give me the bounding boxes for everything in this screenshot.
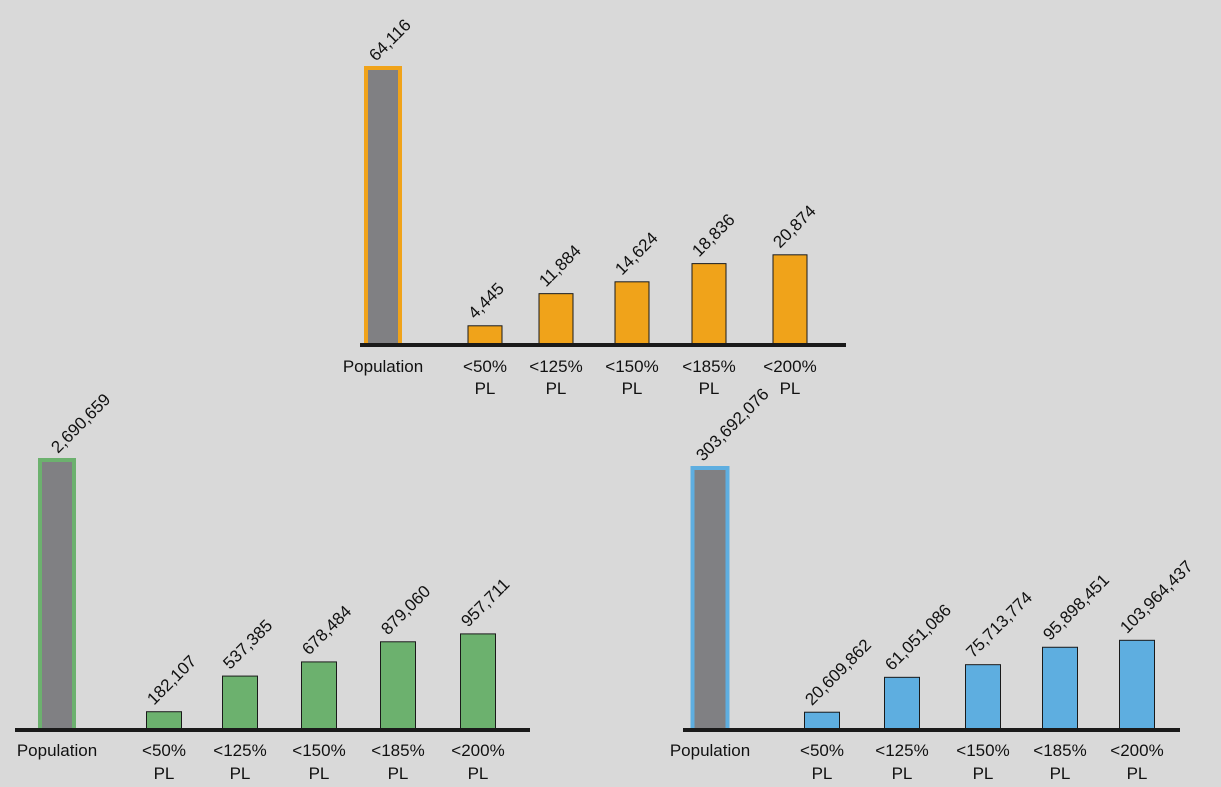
green-chart-data-label-2: 537,385 bbox=[219, 616, 276, 673]
blue-chart-bar-4 bbox=[1042, 646, 1078, 731]
green-chart-category-label-2-line2: PL bbox=[230, 764, 251, 783]
green-chart-category-label-3: <150% bbox=[292, 741, 345, 760]
blue-chart-data-label-4: 95,898,451 bbox=[1039, 570, 1113, 644]
green-chart-category-label-1-line2: PL bbox=[154, 764, 175, 783]
green-chart-category-label-5-line2: PL bbox=[468, 764, 489, 783]
orange-chart-data-label-0: 64,116 bbox=[365, 16, 414, 65]
green-chart-category-label-3-line2: PL bbox=[309, 764, 330, 783]
blue-chart-bar-2 bbox=[884, 676, 920, 731]
orange-chart-category-label-3-line2: PL bbox=[622, 379, 643, 398]
green-chart-bar-3 bbox=[301, 661, 337, 731]
blue-chart-category-label-0: Population bbox=[670, 741, 750, 760]
orange-chart-population-bar bbox=[364, 66, 402, 347]
green-chart-population-bar bbox=[38, 458, 76, 732]
green-chart-data-label-1: 182,107 bbox=[143, 652, 200, 709]
green-chart-category-label-4-line2: PL bbox=[388, 764, 409, 783]
orange-chart-bar-3 bbox=[614, 281, 650, 346]
blue-chart-category-label-4-line2: PL bbox=[1050, 764, 1071, 783]
blue-chart-data-label-5: 103,964,437 bbox=[1116, 557, 1196, 637]
blue-chart-category-label-1-line2: PL bbox=[812, 764, 833, 783]
green-chart-bar-1 bbox=[146, 711, 182, 731]
orange-chart-category-label-3: <150% bbox=[605, 357, 658, 376]
green-chart-bar-5 bbox=[460, 633, 496, 731]
orange-chart-category-label-2-line2: PL bbox=[546, 379, 567, 398]
green-chart-category-label-2: <125% bbox=[213, 741, 266, 760]
orange-chart-category-label-5-line2: PL bbox=[780, 379, 801, 398]
blue-chart-category-label-3: <150% bbox=[956, 741, 1009, 760]
green-chart-category-label-5: <200% bbox=[451, 741, 504, 760]
orange-chart-bar-5 bbox=[772, 254, 808, 346]
green-chart-data-label-0: 2,690,659 bbox=[47, 390, 114, 457]
green-chart-data-label-3: 678,484 bbox=[298, 602, 355, 659]
orange-chart-category-label-1-line2: PL bbox=[475, 379, 496, 398]
orange-chart-category-label-0: Population bbox=[343, 357, 423, 376]
blue-chart-category-label-2-line2: PL bbox=[892, 764, 913, 783]
orange-chart-category-label-4: <185% bbox=[682, 357, 735, 376]
blue-chart-population-bar bbox=[690, 466, 730, 732]
blue-chart-category-label-5: <200% bbox=[1110, 741, 1163, 760]
blue-chart-data-label-2: 61,051,086 bbox=[881, 601, 955, 675]
orange-chart-data-label-3: 14,624 bbox=[611, 228, 661, 278]
orange-chart-category-label-5: <200% bbox=[763, 357, 816, 376]
orange-chart-data-label-1: 4,445 bbox=[464, 279, 508, 323]
blue-chart-bar-3 bbox=[965, 664, 1001, 731]
blue-chart-bar-5 bbox=[1119, 639, 1155, 731]
green-chart-data-label-4: 879,060 bbox=[377, 582, 434, 639]
green-chart-data-label-5: 957,711 bbox=[457, 575, 513, 631]
orange-chart-bar-2 bbox=[538, 293, 574, 346]
blue-chart-category-label-5-line2: PL bbox=[1127, 764, 1148, 783]
blue-chart-category-label-2: <125% bbox=[875, 741, 928, 760]
orange-chart-data-label-5: 20,874 bbox=[769, 201, 819, 251]
blue-chart-bar-1 bbox=[804, 711, 840, 731]
orange-chart-data-label-4: 18,836 bbox=[688, 210, 738, 260]
orange-chart-bar-4 bbox=[691, 263, 727, 346]
orange-chart-bar-1 bbox=[467, 325, 503, 346]
blue-chart-category-label-4: <185% bbox=[1033, 741, 1086, 760]
orange-chart-category-label-1: <50% bbox=[463, 357, 507, 376]
green-chart-category-label-4: <185% bbox=[371, 741, 424, 760]
green-chart-bar-2 bbox=[222, 675, 258, 731]
orange-chart-category-label-4-line2: PL bbox=[699, 379, 720, 398]
orange-chart-category-label-2: <125% bbox=[529, 357, 582, 376]
blue-chart-data-label-3: 75,713,774 bbox=[962, 588, 1036, 662]
blue-chart-category-label-1: <50% bbox=[800, 741, 844, 760]
blue-chart-category-label-3-line2: PL bbox=[973, 764, 994, 783]
orange-chart-data-label-2: 11,884 bbox=[535, 241, 584, 290]
green-chart-category-label-1: <50% bbox=[142, 741, 186, 760]
blue-chart-data-label-1: 20,609,862 bbox=[801, 635, 875, 709]
green-chart-bar-4 bbox=[380, 641, 416, 731]
green-chart-category-label-0: Population bbox=[17, 741, 97, 760]
